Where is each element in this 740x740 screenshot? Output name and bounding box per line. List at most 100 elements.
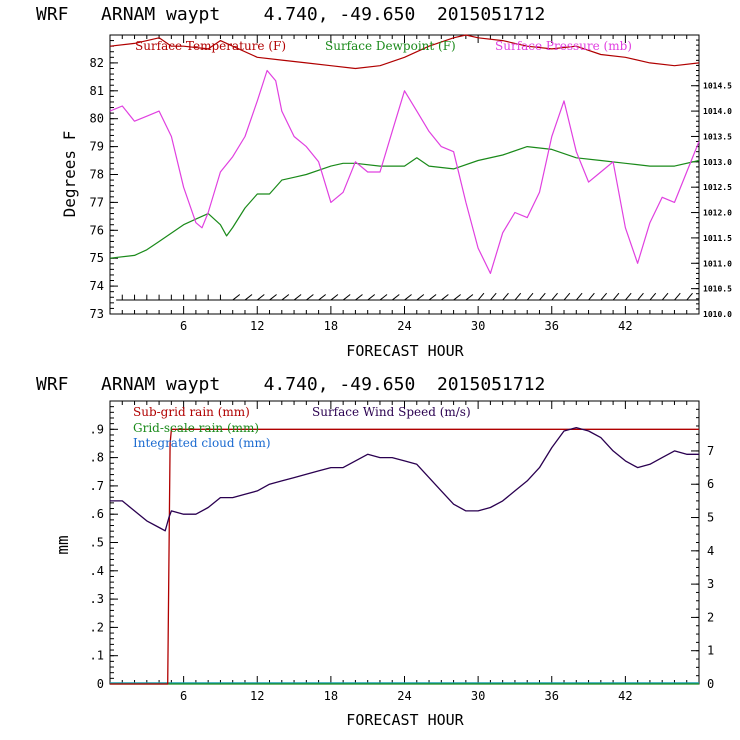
top-chart-title: WRF ARNAM waypt 4.740, -49.650 201505171…: [36, 4, 545, 25]
top-y2-tick-label: 1013.0: [703, 158, 732, 167]
wind-barb: [563, 292, 571, 301]
wind-barb: [539, 292, 546, 301]
top-y2-tick-label: 1011.0: [703, 259, 732, 268]
pressure-line: [109, 69, 700, 274]
bottom-y-tick-label: .6: [90, 507, 104, 521]
top-x-tick-label: 36: [545, 319, 559, 333]
top-y-tick-label: 77: [90, 195, 104, 209]
bottom-x-tick-label: 42: [618, 689, 632, 703]
wind-barb: [453, 294, 461, 301]
bottom-y2-tick-label: 5: [707, 511, 714, 525]
wind-barb: [441, 294, 449, 301]
bottom-y-tick-label: .1: [90, 649, 104, 663]
top-y-tick-label: 75: [90, 251, 104, 265]
bottom-y2-tick-label: 0: [707, 677, 714, 691]
wind-barb: [293, 294, 302, 301]
bottom-y2-tick-label: 6: [707, 477, 714, 491]
wind-barb: [624, 292, 632, 301]
wind-barb: [404, 294, 412, 301]
wind-barb: [502, 292, 509, 301]
top-series-group: [109, 34, 700, 301]
top-y2-tick-label: 1011.5: [703, 234, 732, 243]
legend-surface-dewpoint: Surface Dewpoint (F): [325, 39, 456, 53]
wind-barb: [416, 294, 425, 301]
top-y-tick-label: 76: [90, 223, 104, 237]
top-y-tick-label: 81: [90, 84, 104, 98]
bottom-y-tick-label: .2: [90, 620, 104, 634]
bottom-x-tick-label: 24: [397, 689, 411, 703]
bottom-x-tick-label: 6: [180, 689, 187, 703]
bottom-y-tick-label: .8: [90, 451, 104, 465]
wind-barb: [428, 294, 437, 301]
wind-barb: [306, 294, 314, 301]
top-x-tick-label: 12: [250, 319, 264, 333]
wind-speed-line: [110, 426, 699, 532]
top-y2-tick-label: 1010.0: [703, 310, 732, 319]
top-y-tick-label: 82: [90, 56, 104, 70]
bottom-chart: WRF ARNAM waypt 4.740, -49.650 201505171…: [36, 374, 714, 729]
dewpoint-line: [109, 146, 700, 259]
bottom-y-axis-label: mm: [53, 535, 72, 554]
legend-gridscale-rain: Grid-scale rain (mm): [133, 421, 259, 435]
legend-integrated-cloud: Integrated cloud (mm): [133, 436, 271, 450]
bottom-x-tick-label: 18: [324, 689, 338, 703]
top-y2-tick-label: 1013.5: [703, 132, 732, 141]
bottom-x-tick-label: 12: [250, 689, 264, 703]
legend-subgrid-rain: Sub-grid rain (mm): [133, 405, 250, 419]
wind-barb: [686, 292, 693, 301]
temperature-line: [109, 34, 700, 70]
top-x-tick-label: 24: [397, 319, 411, 333]
bottom-x-tick-label: 36: [545, 689, 559, 703]
top-x-tick-label: 42: [618, 319, 632, 333]
bottom-y2-tick-label: 3: [707, 577, 714, 591]
wind-barb: [256, 294, 265, 301]
legend-surface-wind-speed: Surface Wind Speed (m/s): [312, 405, 471, 419]
wind-barb: [526, 292, 534, 301]
top-x-axis-label: FORECAST HOUR: [346, 342, 464, 360]
bottom-y-tick-label: .3: [90, 592, 104, 606]
top-tick-marks: 6 12 18 24 30 36 42 73 74 75 76 77 78 79 80 81 82 1010.0 1…: [90, 34, 732, 333]
top-x-tick-label: 30: [471, 319, 485, 333]
wind-barb: [490, 292, 497, 301]
top-y-tick-label: 78: [90, 168, 104, 182]
bottom-y2-tick-label: 1: [707, 644, 714, 658]
bottom-chart-title: WRF ARNAM waypt 4.740, -49.650 201505171…: [36, 374, 545, 395]
bottom-y-tick-label: .7: [90, 479, 104, 493]
bottom-x-axis-label: FORECAST HOUR: [346, 711, 464, 729]
top-y2-tick-label: 1012.0: [703, 209, 732, 218]
legend-surface-pressure: Surface Pressure (mb): [495, 39, 632, 53]
bottom-y-tick-label: .4: [90, 564, 104, 578]
legend-surface-temperature: Surface Temperature (F): [135, 39, 286, 53]
wind-barb: [600, 292, 608, 301]
top-y-tick-label: 80: [90, 112, 104, 126]
wind-barb: [649, 292, 657, 301]
wind-barb: [379, 294, 388, 301]
wind-barb: [637, 292, 644, 301]
wind-barb: [330, 294, 339, 301]
wind-barb: [232, 294, 241, 301]
wind-barb: [269, 294, 277, 301]
wind-barb: [355, 294, 363, 301]
wind-barb: [477, 292, 485, 301]
wind-barb: [661, 292, 669, 301]
top-y-tick-label: 79: [90, 140, 104, 154]
bottom-y2-tick-label: 4: [707, 544, 714, 558]
top-plot-frame: [109, 34, 700, 315]
wind-barb: [367, 294, 376, 301]
bottom-y2-tick-label: 7: [707, 444, 714, 458]
wind-barb: [465, 294, 474, 301]
bottom-x-tick-label: 30: [471, 689, 485, 703]
wind-barb: [342, 294, 351, 301]
wind-barb: [318, 294, 326, 301]
top-y2-tick-label: 1014.5: [703, 82, 732, 91]
wind-barb: [281, 294, 290, 301]
subgrid-rain-line: [110, 428, 699, 685]
wind-barb: [391, 294, 400, 301]
top-y-tick-label: 74: [90, 279, 104, 293]
wind-barb: [612, 292, 620, 301]
top-y-axis-label: Degrees F: [60, 131, 79, 218]
wind-barb: [588, 292, 595, 301]
wind-barb: [575, 292, 583, 301]
